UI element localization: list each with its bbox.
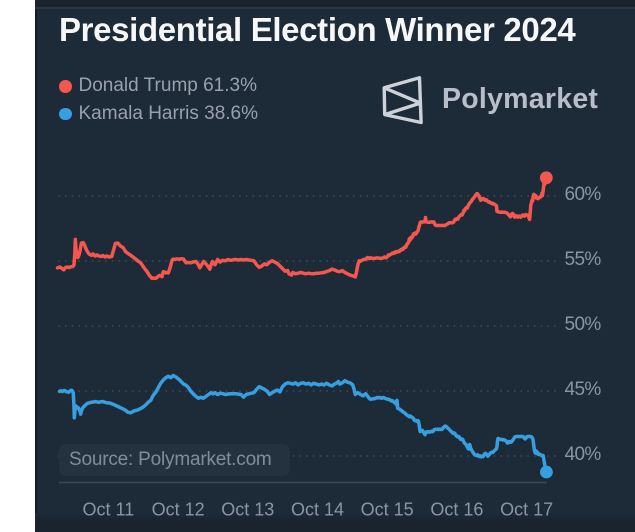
- svg-text:60%: 60%: [565, 184, 602, 205]
- svg-text:Oct 12: Oct 12: [152, 499, 205, 519]
- svg-text:45%: 45%: [565, 379, 602, 400]
- svg-text:Oct 14: Oct 14: [291, 499, 344, 519]
- svg-text:Oct 15: Oct 15: [361, 499, 414, 519]
- svg-text:55%: 55%: [565, 249, 602, 270]
- svg-text:Oct 17: Oct 17: [500, 499, 553, 519]
- svg-text:50%: 50%: [565, 314, 602, 335]
- svg-text:Oct 13: Oct 13: [221, 499, 274, 519]
- svg-text:40%: 40%: [565, 444, 602, 465]
- svg-text:Oct 11: Oct 11: [83, 499, 135, 519]
- svg-text:Oct 16: Oct 16: [430, 499, 483, 519]
